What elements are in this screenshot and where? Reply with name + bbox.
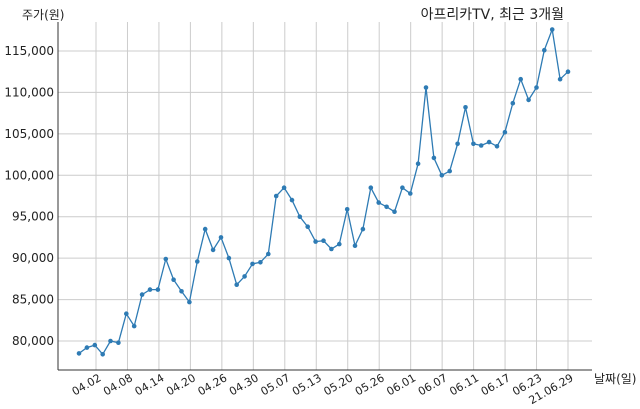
data-point: [368, 185, 374, 190]
data-point: [76, 351, 82, 356]
data-point: [163, 256, 169, 262]
x-tick-label: 06.07: [416, 371, 450, 398]
data-point: [250, 261, 255, 267]
x-tick-label: 04.30: [227, 371, 261, 398]
data-point: [273, 193, 279, 199]
data-point: [463, 105, 468, 110]
x-tick-label: 06.11: [447, 371, 481, 398]
data-point: [124, 311, 129, 317]
y-tick-label: 105,000: [4, 127, 54, 141]
data-point: [108, 338, 113, 344]
data-point: [202, 226, 208, 232]
y-axis-label: 주가(원): [22, 8, 65, 22]
x-tick-label: 04.26: [196, 371, 230, 398]
data-point: [234, 282, 239, 288]
data-point: [455, 141, 460, 147]
data-point: [289, 197, 295, 203]
data-point: [549, 27, 555, 32]
data-point: [281, 185, 287, 190]
data-point: [478, 143, 484, 148]
data-point: [337, 241, 342, 247]
data-point: [218, 235, 224, 240]
data-point: [360, 226, 366, 232]
data-point: [226, 255, 232, 261]
data-point: [100, 352, 105, 357]
y-tick-label: 110,000: [4, 85, 54, 99]
y-tick-label: 100,000: [4, 168, 54, 182]
data-point: [384, 204, 389, 210]
data-point: [258, 260, 263, 265]
data-point: [526, 97, 531, 103]
data-point: [502, 129, 508, 135]
x-tick-label: 05.13: [290, 371, 324, 398]
data-point: [447, 168, 453, 174]
y-tick-label: 85,000: [12, 293, 54, 307]
data-point: [321, 238, 326, 243]
y-tick-label: 80,000: [12, 334, 54, 348]
y-tick-label: 95,000: [12, 210, 54, 224]
data-point: [415, 161, 421, 166]
x-tick-label: 04.02: [70, 371, 104, 398]
x-tick-label: 04.14: [133, 371, 167, 398]
data-point: [155, 287, 161, 292]
data-point: [210, 247, 216, 253]
data-point: [542, 47, 547, 53]
x-tick-label: 04.08: [101, 371, 135, 398]
data-point: [471, 141, 476, 147]
data-point: [431, 155, 437, 161]
data-point: [565, 69, 571, 74]
data-point: [439, 173, 445, 178]
x-tick-label: 05.07: [259, 371, 293, 398]
y-tick-label: 115,000: [4, 44, 54, 58]
data-point: [171, 277, 176, 283]
data-point: [344, 207, 350, 212]
data-point: [147, 287, 153, 292]
data-point: [557, 76, 563, 82]
data-point: [131, 323, 137, 329]
x-tick-label: 05.26: [353, 371, 387, 398]
price-line: [78, 26, 569, 356]
data-point: [329, 246, 334, 252]
x-axis-label: 날짜(일): [594, 372, 637, 386]
chart-title: 아프리카TV, 최근 3개월: [420, 7, 564, 23]
data-point: [179, 289, 184, 294]
y-tick-label: 90,000: [12, 251, 54, 265]
data-point: [242, 274, 247, 279]
data-point: [305, 224, 311, 229]
data-point: [423, 85, 429, 90]
data-point: [486, 139, 492, 145]
data-point: [139, 292, 145, 297]
data-point: [116, 340, 121, 346]
data-point: [400, 185, 405, 190]
data-point: [84, 345, 90, 350]
data-point: [518, 76, 523, 82]
x-tick-label: 05.20: [321, 371, 355, 398]
data-point: [392, 209, 397, 214]
data-point: [376, 200, 382, 205]
data-point: [92, 342, 98, 348]
data-point: [408, 191, 413, 196]
data-point: [297, 214, 303, 219]
data-point: [266, 251, 271, 257]
data-point: [494, 144, 500, 149]
data-point: [313, 239, 318, 244]
data-point: [352, 243, 358, 248]
data-point: [510, 100, 516, 106]
data-point: [195, 259, 200, 264]
data-point: [534, 85, 539, 90]
data-point: [187, 299, 192, 305]
x-tick-label: 04.20: [164, 371, 198, 398]
x-tick-label: 06.01: [384, 371, 418, 398]
x-tick-label: 06.17: [479, 371, 513, 398]
